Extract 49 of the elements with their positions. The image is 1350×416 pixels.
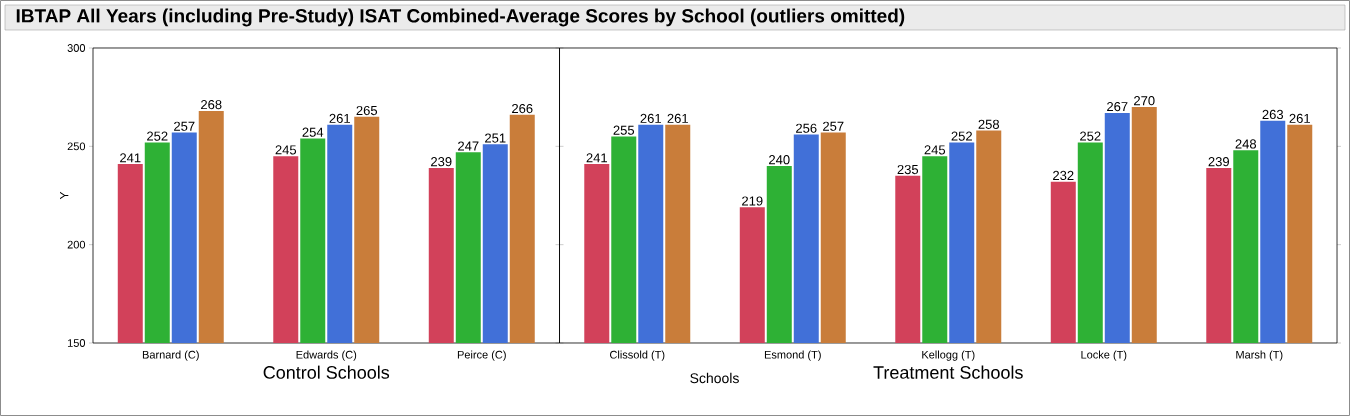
x-axis-title: Treatment Schools	[873, 365, 1023, 379]
x-tick-label: Barnard (C)	[142, 350, 199, 361]
y-tick-label: 200	[67, 240, 86, 249]
x-tick-label: Peirce (C)	[457, 350, 506, 361]
data-label: 270	[1134, 96, 1155, 106]
x-axis-title: Control Schools	[263, 365, 390, 379]
data-label: 235	[897, 164, 919, 175]
y-axis-title: Y	[60, 191, 69, 200]
data-label: 261	[329, 113, 350, 123]
data-label: 261	[1289, 113, 1310, 123]
data-label: 252	[147, 131, 168, 141]
data-label: 258	[978, 119, 1000, 129]
data-label: 241	[586, 153, 607, 163]
data-label: 251	[485, 133, 506, 143]
data-label: 257	[823, 121, 844, 131]
data-label: 252	[951, 131, 972, 141]
x-tick-label: Locke (T)	[1081, 350, 1127, 361]
x-tick-label: Kellogg (T)	[922, 350, 975, 361]
data-label: 219	[742, 196, 763, 206]
chart-title: IBTAP All Years (including Pre-Study) ISAT Combined-Average Scores by School (outliers omitted)	[16, 8, 905, 27]
data-label: 245	[275, 145, 297, 155]
y-tick-label: 250	[67, 142, 86, 151]
y-tick-label: 300	[67, 44, 86, 52]
data-label: 266	[512, 103, 533, 114]
data-label: 247	[458, 141, 479, 151]
data-label: 268	[201, 100, 222, 110]
data-label: 261	[640, 113, 661, 123]
data-label: 239	[1208, 157, 1229, 167]
x-tick-label: Marsh (T)	[1236, 350, 1283, 361]
data-label: 240	[769, 155, 790, 165]
data-label: 248	[1235, 139, 1257, 149]
data-label: 232	[1053, 170, 1074, 181]
data-label: 261	[667, 113, 688, 123]
data-label: 257	[174, 121, 195, 131]
data-label: 255	[613, 125, 635, 135]
data-label: 239	[431, 157, 452, 167]
data-label: 267	[1107, 101, 1128, 112]
x-tick-label: Esmond (T)	[764, 350, 821, 361]
data-label: 254	[302, 127, 324, 137]
y-tick-label: 150	[67, 339, 86, 347]
data-label: 245	[924, 145, 946, 155]
x-tick-label: Edwards (C)	[296, 350, 357, 361]
data-label: 252	[1080, 131, 1101, 141]
data-label: 265	[356, 105, 378, 116]
x-tick-label: Clissold (T)	[610, 350, 665, 361]
text: Schools	[690, 372, 739, 384]
data-label: 241	[120, 153, 141, 163]
data-label: 263	[1262, 109, 1284, 120]
data-label: 256	[796, 123, 817, 133]
